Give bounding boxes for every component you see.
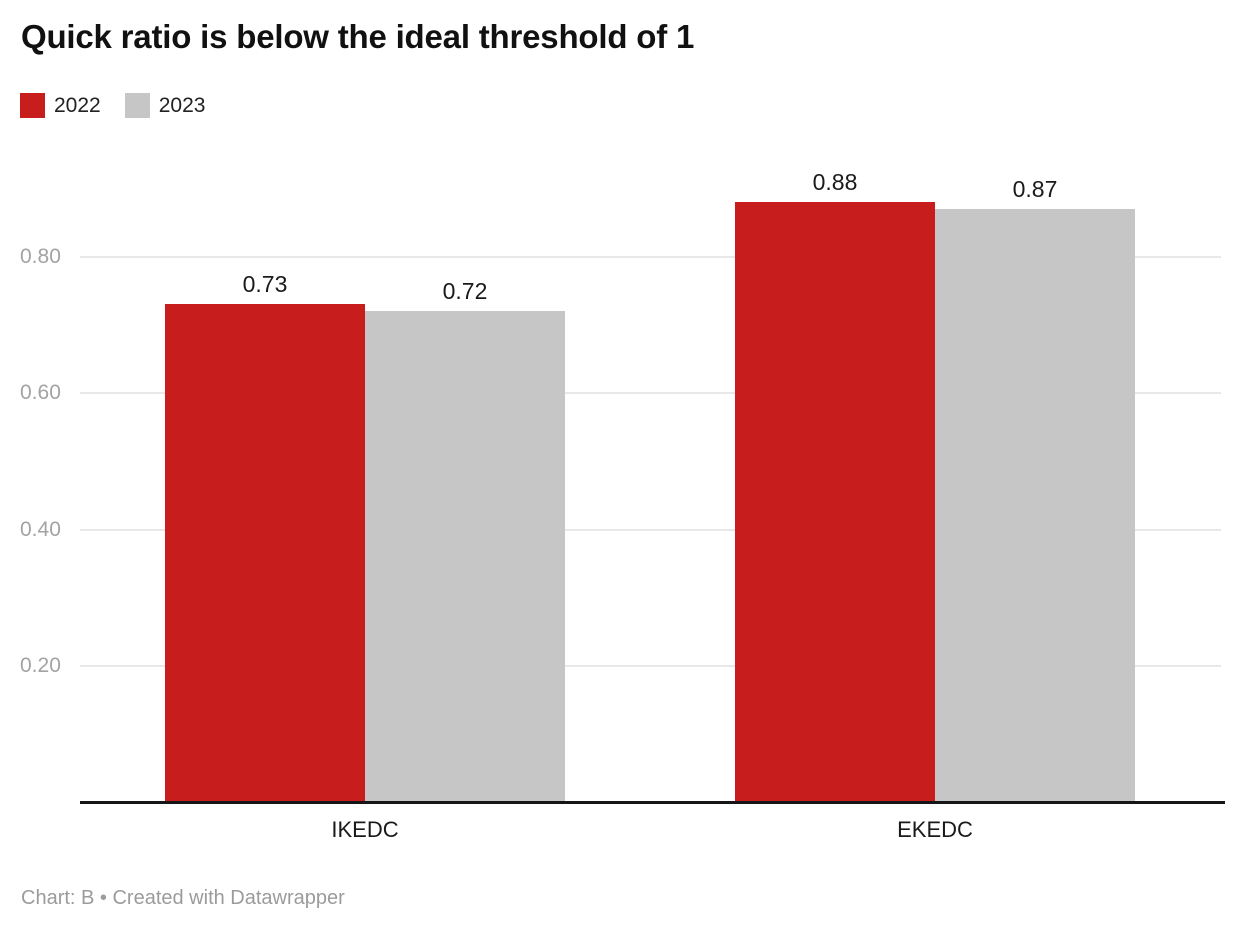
legend-item-2022: 2022	[20, 93, 101, 118]
bar-value-label-IKEDC-2022: 0.73	[242, 271, 288, 297]
bar-EKEDC-2022[interactable]	[735, 202, 935, 803]
y-tick-label-0.40: 0.40	[20, 517, 61, 541]
chart-title: Quick ratio is below the ideal threshold…	[21, 18, 695, 55]
bar-value-label-IKEDC-2023: 0.72	[442, 278, 488, 304]
gridline-0.80	[80, 255, 1221, 258]
bar-IKEDC-2023[interactable]	[365, 311, 565, 803]
bar-value-label-EKEDC-2023: 0.87	[1012, 176, 1058, 202]
x-axis-line	[80, 801, 1225, 804]
bar-EKEDC-2023[interactable]	[935, 209, 1135, 803]
bar-value-label-EKEDC-2022: 0.88	[812, 169, 858, 195]
gridline-0.40	[80, 528, 1221, 531]
gridline-0.20	[80, 665, 1221, 668]
y-tick-label-0.60: 0.60	[20, 381, 61, 405]
legend-swatch-2023	[124, 93, 150, 118]
legend-label: 2023	[158, 93, 206, 117]
y-tick-label-0.20: 0.20	[20, 654, 61, 678]
x-axis-label-IKEDC: IKEDC	[331, 817, 399, 842]
legend-label: 2022	[54, 93, 101, 117]
chart-footer: Chart: B • Created with Datawrapper	[21, 887, 345, 909]
y-tick-label-0.80: 0.80	[20, 244, 61, 268]
legend-item-2023: 2023	[124, 93, 206, 118]
legend: 2022 2023	[20, 93, 205, 118]
gridline-0.60	[80, 392, 1221, 395]
bar-IKEDC-2022[interactable]	[165, 304, 365, 803]
x-axis-label-EKEDC: EKEDC	[897, 817, 973, 842]
legend-swatch-2022	[20, 93, 45, 118]
